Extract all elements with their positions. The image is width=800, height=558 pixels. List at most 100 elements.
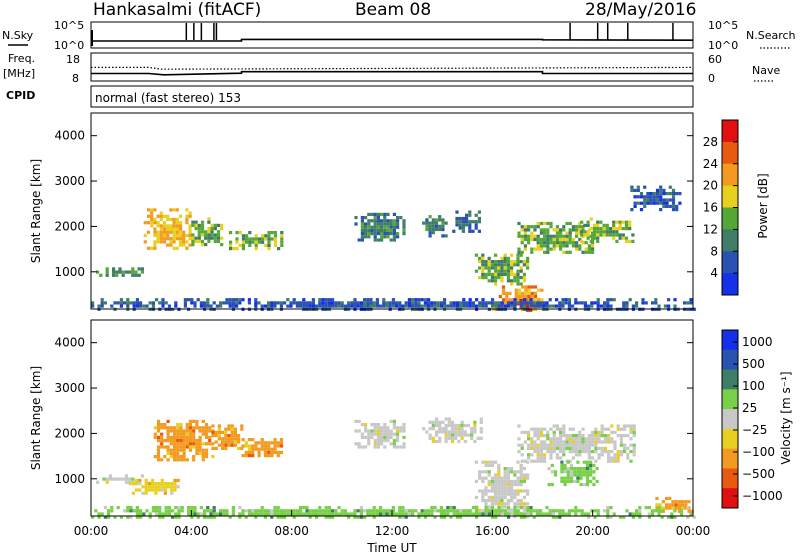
velocity-cell [176,478,180,482]
velocity-cell [539,450,543,454]
velocity-cell [449,515,453,519]
power-cell [519,301,523,305]
power-cell [465,304,469,308]
velocity-cell [428,420,432,424]
power-cell [150,217,154,222]
power-cell [494,269,498,273]
velocity-cell [566,473,570,477]
power-cell [633,195,637,199]
power-cell [689,298,693,302]
power-cell [477,216,481,221]
velocity-cell [503,512,507,516]
power-cell [536,225,540,229]
velocity-cell [375,509,379,513]
power-cell [655,198,660,202]
power-cell [191,239,195,243]
nsky-hi-label: 10^5 [54,19,84,32]
power-cell [364,222,368,226]
power-cell [363,301,367,305]
power-cell [631,304,635,308]
velocity-cell [516,483,520,487]
velocity-cell [457,433,461,437]
velocity-cell [135,509,139,513]
velocity-cell [503,492,507,496]
power-cell [455,304,459,308]
velocity-cell [198,439,202,443]
velocity-cell [527,446,531,450]
velocity-cell [479,430,483,434]
velocity-cell [597,434,601,438]
velocity-cell [203,509,207,513]
power-cell [468,226,472,230]
velocity-cell [227,434,231,438]
velocity-cell [560,460,564,464]
velocity-cell [434,439,439,444]
velocity-cell [470,436,474,440]
power-cell [327,298,331,302]
velocity-cell [217,430,221,434]
power-cell [461,223,465,227]
velocity-cell [366,512,370,516]
power-cell [577,301,581,305]
power-cell [565,250,569,254]
velocity-cell [427,509,431,513]
power-cell [501,291,506,295]
velocity-cell [543,453,547,457]
power-cell [655,192,660,196]
velocity-cell [179,426,183,430]
velocity-cell [154,485,158,489]
power-cell [636,185,640,189]
velocity-cell [123,509,127,513]
velocity-cell [591,430,595,434]
power-cell [254,237,258,241]
power-cell [510,266,514,270]
power-cell [675,204,679,208]
power-cell [584,241,588,245]
velocity-cell [160,435,164,439]
power-cell [213,239,217,243]
velocity-cell [616,450,620,454]
velocity-cell [308,512,312,516]
power-cell [568,231,572,235]
power-cell [225,298,229,302]
velocity-cell [366,509,370,513]
velocity-cell [539,430,543,434]
velocity-cell [208,442,212,446]
power-blob-12 [630,185,682,212]
power-cell [383,222,387,226]
power-cell [535,301,539,305]
cpid-strip: CPID normal (fast stereo) 153 [6,85,694,108]
velocity-cell [444,427,448,431]
velocity-cell [665,503,669,507]
velocity-cell [203,512,207,516]
velocity-cell [478,512,482,516]
velocity-cell [179,442,183,446]
velocity-cell [575,437,579,441]
velocity-cell [324,515,328,519]
power-cell [551,304,555,308]
power-cell [200,223,205,227]
power-cell [606,301,610,305]
velocity-cell [327,512,331,516]
power-cell [150,221,154,225]
power-cell [270,237,274,241]
power-cell [172,208,176,212]
velocity-cell [607,450,611,454]
power-cell [191,233,195,237]
power-cell [389,219,393,223]
velocity-cell [510,486,514,490]
velocity-cell [373,439,377,443]
velocity-cell [479,420,483,424]
power-cell [162,237,167,241]
velocity-cell [484,470,488,474]
velocity-cell [139,512,143,516]
power-cell [200,227,205,231]
velocity-cell [244,450,248,454]
velocity-cell [530,446,534,450]
power-cell [194,220,198,224]
power-cell [360,238,364,242]
power-cell [583,230,587,234]
velocity-cell [490,499,494,503]
power-cell [178,240,183,244]
velocity-cell [612,512,616,516]
